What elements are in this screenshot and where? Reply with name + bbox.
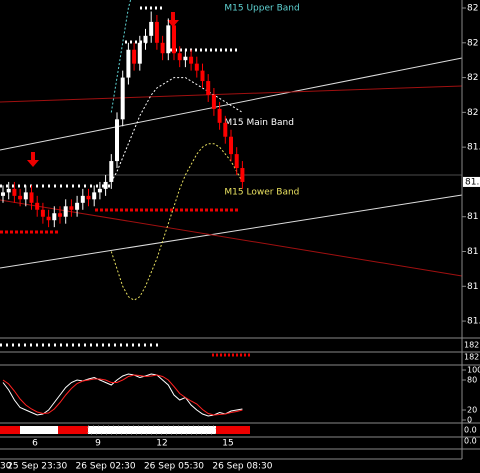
candle-body <box>223 122 228 137</box>
y-tick-label: 100 <box>467 366 480 375</box>
candle-body <box>46 216 51 221</box>
candle-body <box>126 49 131 78</box>
y-tick-label: 81. <box>467 317 480 327</box>
sell-arrow <box>167 12 179 27</box>
y-tick-label: 20 <box>467 406 477 415</box>
candle-body <box>206 81 211 95</box>
candle-body <box>40 209 45 217</box>
sell-arrow <box>27 152 39 167</box>
strip-block <box>87 425 217 435</box>
candle-body <box>172 25 176 54</box>
x-tick-label: 26 Sep 08:30 <box>212 462 272 472</box>
candle-body <box>149 21 154 36</box>
candle-body <box>97 188 102 193</box>
candle-body <box>6 188 11 193</box>
y-tick-label: 81. <box>467 143 480 153</box>
candle-body <box>23 192 28 200</box>
candle-body <box>143 35 148 43</box>
candle-body <box>189 56 194 64</box>
candle-body <box>132 49 137 64</box>
y-tick-label: 82 <box>467 38 478 48</box>
candle-body <box>120 77 125 120</box>
candle-body <box>160 42 165 54</box>
candle-body <box>18 195 23 200</box>
candle-body <box>52 213 57 221</box>
candle-body <box>63 206 68 217</box>
band-label: M15 Upper Band <box>224 4 299 14</box>
panel-label: 0.0 <box>464 426 477 435</box>
strip-block <box>20 426 58 434</box>
y-tick-label: 81 <box>467 247 478 257</box>
y-tick-label: 82 <box>467 4 478 14</box>
candle-body <box>183 56 188 61</box>
candle-body <box>200 70 205 82</box>
candle-body <box>229 136 233 155</box>
candle-body <box>154 21 159 43</box>
strip-block <box>216 426 250 434</box>
strip-label: 6 <box>32 439 38 449</box>
panel-label: 182 <box>464 341 479 350</box>
series-line <box>2 374 243 416</box>
y-tick-label: 80 <box>467 376 477 385</box>
x-tick-label: 25 Sep 23:30 <box>7 462 67 472</box>
candle-body <box>12 188 17 196</box>
y-tick-label: 81 <box>467 282 478 292</box>
strip-label: 12 <box>156 439 167 449</box>
x-edge-label: 30 <box>0 462 12 472</box>
candle-body <box>86 195 91 200</box>
candle-body <box>1 192 5 196</box>
candle-body <box>75 202 80 210</box>
candle-body <box>58 213 62 217</box>
price-marker-label: 81. <box>465 177 479 187</box>
y-tick-label: 81 <box>467 212 478 222</box>
x-tick-label: 26 Sep 05:30 <box>144 462 204 472</box>
strip-label: 9 <box>95 439 101 449</box>
candle-body <box>240 168 245 182</box>
panel-label: 182 <box>464 353 479 362</box>
series-line <box>110 77 243 183</box>
candle-body <box>92 192 97 200</box>
candle-body <box>35 202 40 210</box>
candle-body <box>217 108 222 123</box>
trend-line <box>0 194 463 269</box>
candle-body <box>177 53 182 61</box>
candle-body <box>29 192 34 203</box>
candle-body <box>166 25 171 54</box>
candle-body <box>103 181 108 189</box>
series-line <box>110 143 243 301</box>
candle-body <box>115 119 119 162</box>
candle-body <box>69 206 74 210</box>
candle-body <box>211 94 216 109</box>
y-tick-label: 82 <box>467 73 478 83</box>
band-label: M15 Main Band <box>224 118 294 128</box>
strip-block <box>0 426 20 434</box>
candle-body <box>194 63 199 71</box>
y-tick-label: 82 <box>467 108 478 118</box>
price-marker-box <box>463 176 480 187</box>
trend-line <box>0 57 463 151</box>
trend-line <box>0 85 463 103</box>
x-tick-label: 26 Sep 02:30 <box>76 462 136 472</box>
candle-body <box>137 42 142 64</box>
candle-body <box>234 154 239 169</box>
panel-label: 0.0 <box>464 437 477 446</box>
candle-body <box>109 161 114 182</box>
y-tick-label: 0 <box>467 416 472 425</box>
strip-block <box>58 426 88 434</box>
candle-body <box>80 195 85 203</box>
band-label: M15 Lower Band <box>224 187 299 197</box>
strip-label: 15 <box>222 439 233 449</box>
